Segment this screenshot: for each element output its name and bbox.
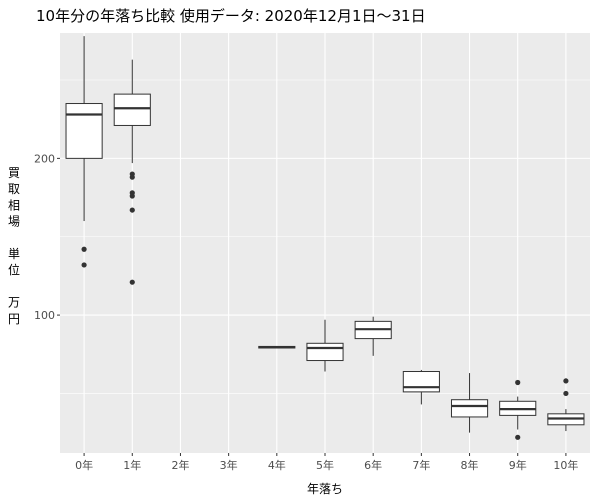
box [306, 342, 344, 362]
grid-major [60, 33, 590, 453]
x-axis: 0年 1年 2年 3年 4年 5年 6年 7年 8年 9年 10年 [75, 453, 578, 472]
box [450, 399, 489, 418]
boxplot [499, 379, 537, 440]
x-tick-label: 5年 [316, 458, 334, 472]
x-tick-label: 8年 [461, 458, 479, 472]
outlier-point [515, 379, 521, 386]
y-tick-label: 100 [34, 309, 55, 322]
box [113, 93, 151, 126]
boxplot [306, 319, 344, 372]
boxplots [65, 36, 585, 440]
outlier-point [81, 246, 87, 252]
y-axis-title-char: 円 [8, 312, 20, 326]
y-tick-label: 200 [34, 152, 55, 165]
y-axis-title-char: 取 [8, 182, 20, 196]
chart-title: 10年分の年落ち比較 使用データ: 2020年12月1日～31日 [36, 7, 426, 25]
outlier-point [129, 193, 135, 199]
y-axis-title-char: 場 [8, 215, 20, 229]
y-axis-title-char: 買 [8, 166, 20, 180]
y-axis-title-char: 位 [8, 262, 20, 277]
outlier-point [129, 174, 135, 180]
box [65, 103, 103, 159]
x-tick-label: 10年 [553, 458, 578, 472]
x-tick-label: 7年 [412, 458, 430, 472]
x-tick-label: 1年 [123, 458, 141, 472]
boxplot [450, 373, 489, 433]
outlier-point [515, 434, 521, 440]
outlier-point [129, 279, 135, 285]
box [402, 371, 440, 393]
y-axis-title-char: 相 [8, 198, 20, 212]
outlier-point [81, 262, 87, 268]
boxplot [113, 59, 151, 285]
y-axis: 100 200 [34, 152, 60, 322]
x-axis-title: 年落ち [307, 482, 343, 496]
boxplot [402, 369, 440, 405]
x-tick-label: 9年 [509, 458, 527, 472]
x-tick-label: 0年 [75, 458, 93, 472]
x-tick-label: 6年 [364, 458, 382, 472]
boxplot [258, 345, 296, 349]
boxplot [65, 36, 103, 268]
x-tick-label: 3年 [220, 458, 238, 472]
y-axis-title-char: 万 [8, 296, 20, 310]
x-tick-label: 2年 [171, 458, 189, 472]
outlier-point [563, 378, 569, 384]
boxplot [354, 316, 392, 356]
outlier-point [129, 207, 135, 213]
x-tick-label: 4年 [268, 458, 286, 472]
boxplot [547, 378, 585, 432]
outlier-point [563, 390, 569, 397]
y-axis-title-char: 単 [8, 247, 20, 261]
